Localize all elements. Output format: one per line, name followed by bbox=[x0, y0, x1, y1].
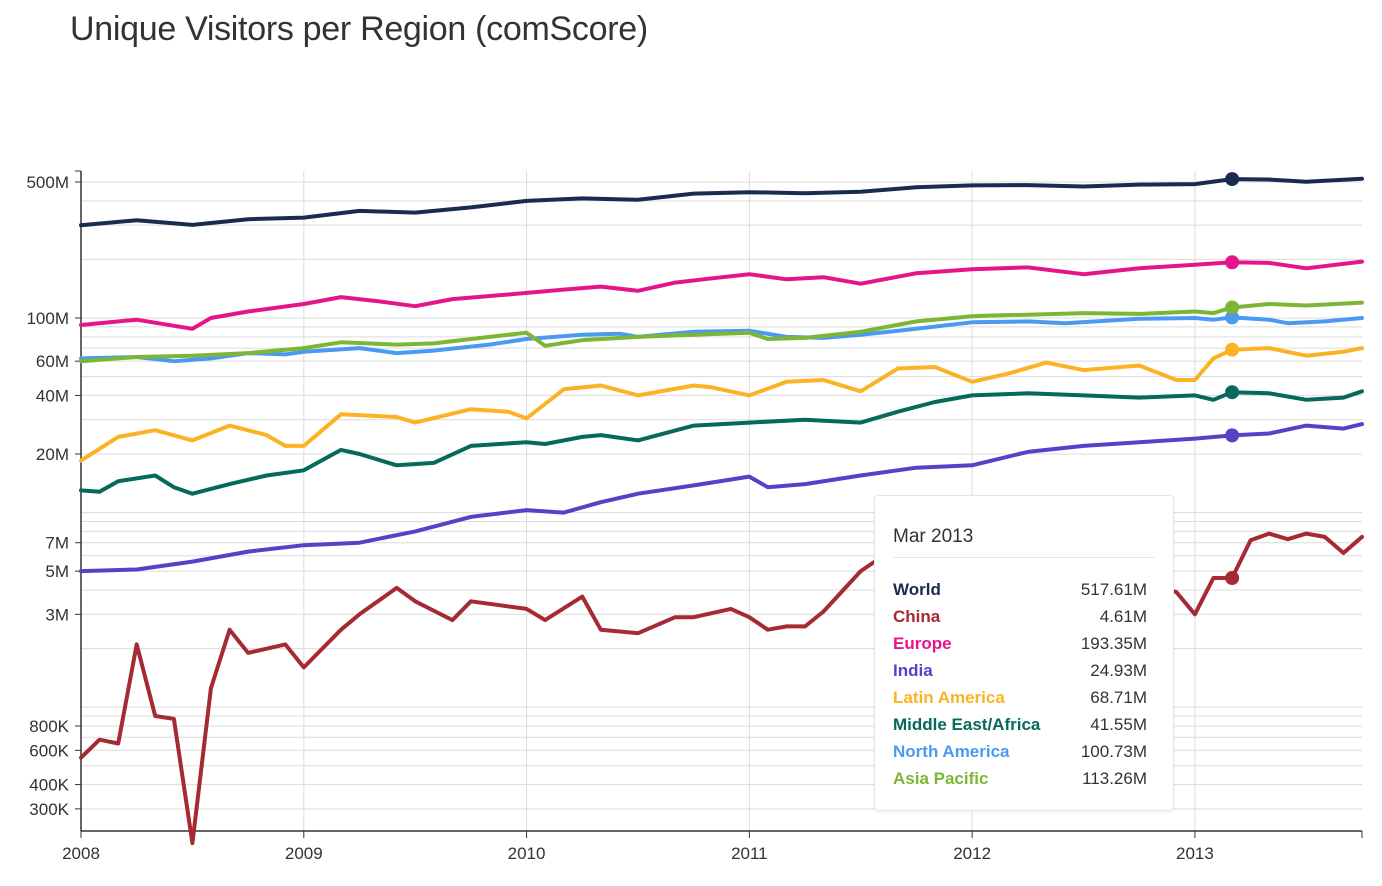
x-tick-label: 2009 bbox=[285, 844, 323, 863]
tooltip-series-value: 68.71M bbox=[1090, 688, 1147, 707]
hover-marker-europe bbox=[1225, 255, 1240, 270]
y-tick-label: 5M bbox=[45, 562, 69, 581]
series-line-asia-pacific[interactable] bbox=[79, 300, 1364, 364]
x-tick-label: 2008 bbox=[62, 844, 100, 863]
x-tick-label: 2010 bbox=[508, 844, 546, 863]
hover-marker-latin-america bbox=[1225, 342, 1240, 357]
y-tick-label: 7M bbox=[45, 534, 69, 553]
tooltip-series-name: World bbox=[893, 580, 941, 599]
series-line-north-america[interactable] bbox=[79, 315, 1364, 364]
hover-marker-asia-pacific bbox=[1225, 300, 1240, 315]
x-axis-ticks: 2008 2009 2010 2011 2012 2013 bbox=[62, 831, 1214, 863]
tooltip-row: India 24.93M bbox=[893, 661, 1147, 685]
tooltip-row: China 4.61M bbox=[893, 607, 1147, 631]
chart-title: Unique Visitors per Region (comScore) bbox=[70, 10, 648, 48]
series-line-world[interactable] bbox=[79, 176, 1364, 228]
x-tick-label: 2011 bbox=[731, 844, 768, 863]
tooltip-series-value: 41.55M bbox=[1090, 715, 1147, 734]
tooltip-row: Latin America 68.71M bbox=[893, 688, 1147, 712]
y-tick-label: 300K bbox=[29, 800, 69, 819]
x-tick-label: 2012 bbox=[953, 844, 991, 863]
tooltip-series-name: Middle East/Africa bbox=[893, 715, 1041, 734]
hover-markers bbox=[1225, 172, 1240, 586]
tooltip-series-value: 100.73M bbox=[1080, 742, 1147, 761]
y-tick-label: 400K bbox=[29, 776, 69, 795]
tooltip-series-value: 517.61M bbox=[1080, 580, 1147, 599]
hover-marker-china bbox=[1225, 571, 1240, 586]
tooltip-series-value: 4.61M bbox=[1099, 607, 1147, 626]
tooltip-row: World 517.61M bbox=[893, 580, 1147, 604]
tooltip-series-value: 24.93M bbox=[1090, 661, 1147, 680]
hover-tooltip: Mar 2013 World 517.61M China 4.61M Europe 193… bbox=[874, 495, 1174, 811]
tooltip-series-name: Latin America bbox=[893, 688, 1005, 707]
y-tick-label: 800K bbox=[29, 717, 69, 736]
tooltip-series-name: China bbox=[893, 607, 941, 626]
y-tick-label: 3M bbox=[45, 605, 69, 624]
y-tick-label: 500M bbox=[26, 173, 69, 192]
series-line-india[interactable] bbox=[79, 422, 1364, 574]
tooltip-series-name: Asia Pacific bbox=[893, 769, 989, 788]
tooltip-row: Middle East/Africa 41.55M bbox=[893, 715, 1147, 739]
hover-marker-india bbox=[1225, 428, 1240, 443]
y-tick-label: 100M bbox=[26, 309, 69, 328]
tooltip-row: North America 100.73M bbox=[893, 742, 1147, 766]
y-tick-label: 60M bbox=[36, 352, 69, 371]
series-line-china[interactable] bbox=[79, 531, 1364, 846]
tooltip-row: Europe 193.35M bbox=[893, 634, 1147, 658]
axes bbox=[75, 170, 1363, 838]
tooltip-series-value: 113.26M bbox=[1082, 769, 1147, 788]
tooltip-series-name: India bbox=[893, 661, 933, 680]
series-line-europe[interactable] bbox=[79, 259, 1364, 331]
series-line-latin-america[interactable] bbox=[79, 346, 1364, 463]
y-tick-label: 600K bbox=[29, 741, 69, 760]
y-axis-ticks: 500M 100M 60M 40M 20M 7M 5M 3M 800K 600K 400K 300K bbox=[26, 173, 81, 819]
tooltip-divider bbox=[893, 557, 1155, 558]
hover-marker-middle-east-africa bbox=[1225, 385, 1240, 400]
hover-marker-world bbox=[1225, 172, 1240, 187]
x-tick-label: 2013 bbox=[1176, 844, 1214, 863]
tooltip-row: Asia Pacific 113.26M bbox=[893, 769, 1147, 793]
tooltip-title: Mar 2013 bbox=[893, 526, 974, 547]
series-line-middle-east-africa[interactable] bbox=[79, 389, 1364, 496]
y-tick-label: 40M bbox=[36, 386, 69, 405]
y-tick-label: 20M bbox=[36, 445, 69, 464]
tooltip-series-value: 193.35M bbox=[1080, 634, 1147, 653]
hover-marker-north-america bbox=[1225, 310, 1240, 325]
tooltip-series-name: North America bbox=[893, 742, 1010, 761]
tooltip-series-name: Europe bbox=[893, 634, 952, 653]
series-layer[interactable] bbox=[79, 176, 1364, 846]
